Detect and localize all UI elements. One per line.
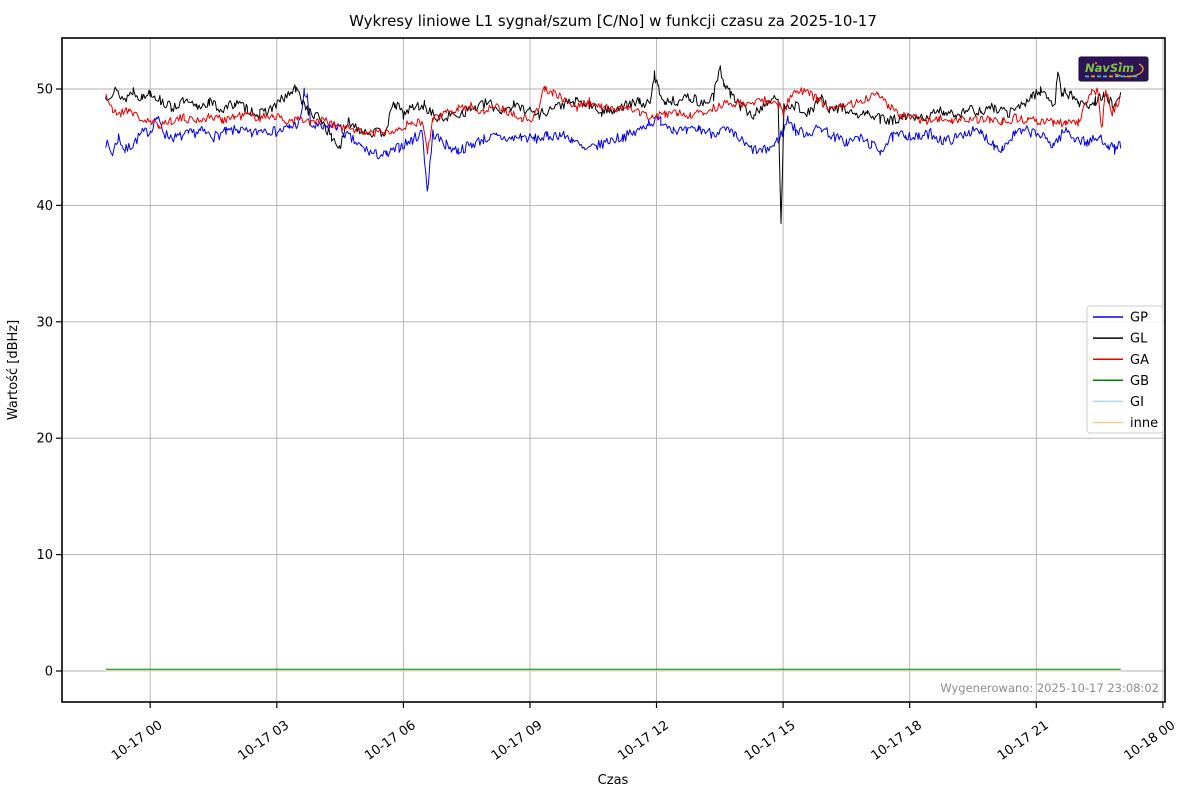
legend-item-GB: GB	[1093, 374, 1149, 389]
x-tick-label: 10-17 12	[615, 718, 671, 764]
y-axis-label: Wartość [dBHz]	[6, 320, 21, 420]
x-tick-label: 10-17 21	[995, 718, 1051, 764]
legend-label-GB: GB	[1130, 374, 1149, 389]
legend-item-GP: GP	[1093, 311, 1148, 326]
legend-label-GA: GA	[1130, 353, 1149, 368]
legend-label-inne: inne	[1130, 416, 1158, 431]
legend-label-GL: GL	[1130, 332, 1148, 347]
x-tick-label: 10-17 15	[742, 718, 798, 764]
chart-title: Wykresy liniowe L1 sygnał/szum [C/No] w …	[349, 12, 877, 30]
y-tick-label: 40	[36, 199, 53, 214]
x-axis-label: Czas	[598, 773, 629, 788]
y-tick-label: 0	[45, 665, 53, 680]
logo-dot-icon	[1095, 62, 1097, 64]
x-tick-label: 10-17 09	[489, 718, 545, 764]
legend: GP GL GA GB GI inne	[1086, 305, 1164, 434]
legend-item-inne: inne	[1093, 416, 1158, 431]
plot-frame	[61, 37, 1166, 703]
x-tick-label: 10-17 03	[236, 718, 292, 764]
x-tick-label: 10-17 00	[109, 718, 165, 764]
legend-item-GA: GA	[1093, 353, 1149, 368]
x-tick-label: 10-17 06	[362, 718, 418, 764]
x-tick-label: 10-17 18	[869, 718, 925, 764]
logo-swoosh-icon	[1114, 63, 1144, 78]
y-tick-label: 10	[36, 548, 53, 563]
series-GL	[105, 65, 1122, 224]
legend-item-GI: GI	[1093, 395, 1144, 410]
legend-label-GP: GP	[1130, 311, 1148, 326]
logo-subtext-marks	[1085, 75, 1137, 78]
series-group	[105, 65, 1122, 672]
y-tick-label: 30	[36, 315, 53, 330]
y-tick-label: 50	[36, 83, 53, 98]
series-GA	[105, 85, 1121, 155]
plot-area	[62, 38, 1165, 702]
series-GP	[105, 87, 1122, 192]
logo-dot-icon	[1119, 62, 1121, 64]
legend-label-GI: GI	[1130, 395, 1144, 410]
logo-text: NavSim	[1085, 61, 1134, 75]
legend-box	[1086, 305, 1164, 434]
navsim-logo: NavSim	[1078, 56, 1149, 82]
generated-timestamp: Wygenerowano: 2025-10-17 23:08:02	[940, 681, 1159, 695]
legend-item-GL: GL	[1093, 332, 1148, 347]
y-tick-label: 20	[36, 432, 53, 447]
x-tick-label: 10-18 00	[1122, 718, 1178, 764]
